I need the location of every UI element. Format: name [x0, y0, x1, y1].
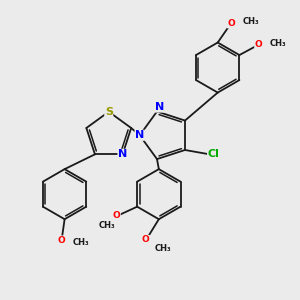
Text: CH₃: CH₃: [242, 16, 259, 26]
Text: O: O: [227, 19, 235, 28]
Text: N: N: [155, 102, 165, 112]
Text: O: O: [58, 236, 65, 245]
Text: O: O: [113, 211, 120, 220]
Text: CH₃: CH₃: [270, 39, 286, 48]
Text: Cl: Cl: [208, 149, 220, 159]
Text: O: O: [142, 235, 149, 244]
Text: CH₃: CH₃: [98, 221, 115, 230]
Text: N: N: [118, 149, 127, 159]
Text: N: N: [135, 130, 144, 140]
Text: CH₃: CH₃: [154, 244, 171, 253]
Text: S: S: [105, 107, 113, 117]
Text: O: O: [255, 40, 262, 49]
Text: CH₃: CH₃: [73, 238, 89, 247]
